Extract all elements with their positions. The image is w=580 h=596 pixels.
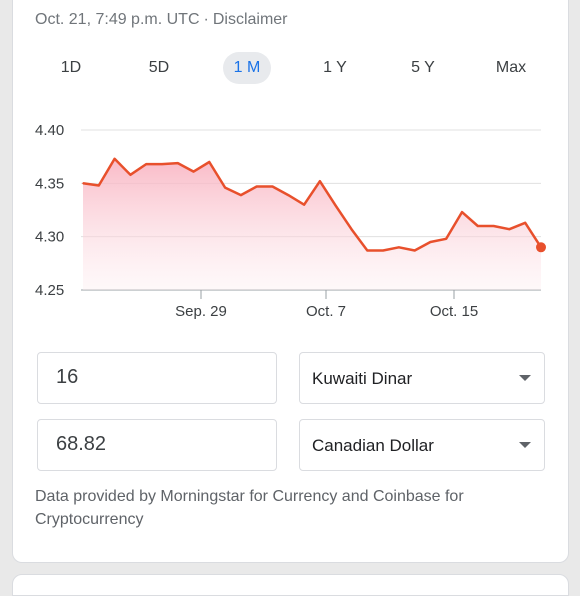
dropdown-arrow-icon [519,375,531,381]
series-area [83,158,541,290]
tab-5y[interactable]: 5 Y [411,59,435,76]
data-point [240,194,242,196]
data-point [177,162,179,164]
currency-from-label: Kuwaiti Dinar [312,369,413,388]
data-point [350,228,353,230]
data-point [129,174,132,176]
data-point [477,225,479,227]
data-point [271,185,274,188]
data-point [524,222,526,224]
amount-from-input[interactable] [56,366,256,389]
range-tabs: 1D 5D 1 M 1 Y 5 Y Max [13,45,568,85]
timestamp-line: Oct. 21, 7:49 p.m. UTC · Disclaimer [35,11,288,29]
currency-card: Oct. 21, 7:49 p.m. UTC · Disclaimer 1D 5D … [12,0,569,563]
data-point [113,158,116,160]
x-tick-label: Oct. 7 [306,303,346,320]
y-tick-label: 4.25 [35,282,64,299]
x-tick-label: Oct. 15 [430,303,478,320]
data-point [461,211,463,213]
data-point [398,246,400,249]
data-point [255,185,258,188]
data-point [445,238,448,240]
tab-1d[interactable]: 1D [60,59,82,76]
data-point [303,203,305,206]
timestamp: Oct. 21, 7:49 p.m. UTC [35,11,200,28]
next-card-edge [12,574,569,596]
data-point [161,163,163,165]
current-value-marker [536,242,546,253]
data-point [82,182,84,185]
data-point [334,204,337,207]
currency-to-label: Canadian Dollar [312,436,434,455]
data-point [492,225,495,227]
data-point [429,241,432,243]
tab-1m[interactable]: 1 M [223,52,271,84]
y-tick-label: 4.40 [35,122,64,139]
tab-max[interactable]: Max [495,59,527,76]
data-point [319,180,321,182]
data-point [508,228,511,230]
data-attribution: Data provided by Morningstar for Currenc… [35,488,464,528]
amount-to-field[interactable] [37,419,277,471]
data-point [145,163,147,165]
tab-1y[interactable]: 1 Y [323,59,347,76]
tab-5d[interactable]: 5D [148,59,170,76]
currency-from-select[interactable]: Kuwaiti Dinar [299,352,545,404]
series-line [82,157,543,252]
y-tick-label: 4.30 [35,229,64,246]
data-point [98,184,100,187]
amount-from-field[interactable] [37,352,277,404]
data-point [208,161,211,163]
y-tick-label: 4.35 [35,175,64,192]
exchange-rate-chart: 4.40 4.35 4.30 4.25 Sep. 29 Oct. 7 Oct. 15 [13,110,568,325]
data-point [224,186,226,189]
data-point [413,249,416,252]
separator: · [203,11,209,28]
dropdown-arrow-icon [519,442,531,448]
data-point [382,249,384,252]
data-point [287,194,290,196]
data-point [192,170,195,173]
disclaimer-link[interactable]: Disclaimer [212,11,288,28]
x-tick-label: Sep. 29 [175,303,227,320]
data-point [366,249,369,252]
chart-svg: 4.40 4.35 4.30 4.25 Sep. 29 Oct. 7 Oct. 15 [35,122,546,320]
currency-to-select[interactable]: Canadian Dollar [299,419,545,471]
amount-to-input[interactable] [56,433,256,456]
